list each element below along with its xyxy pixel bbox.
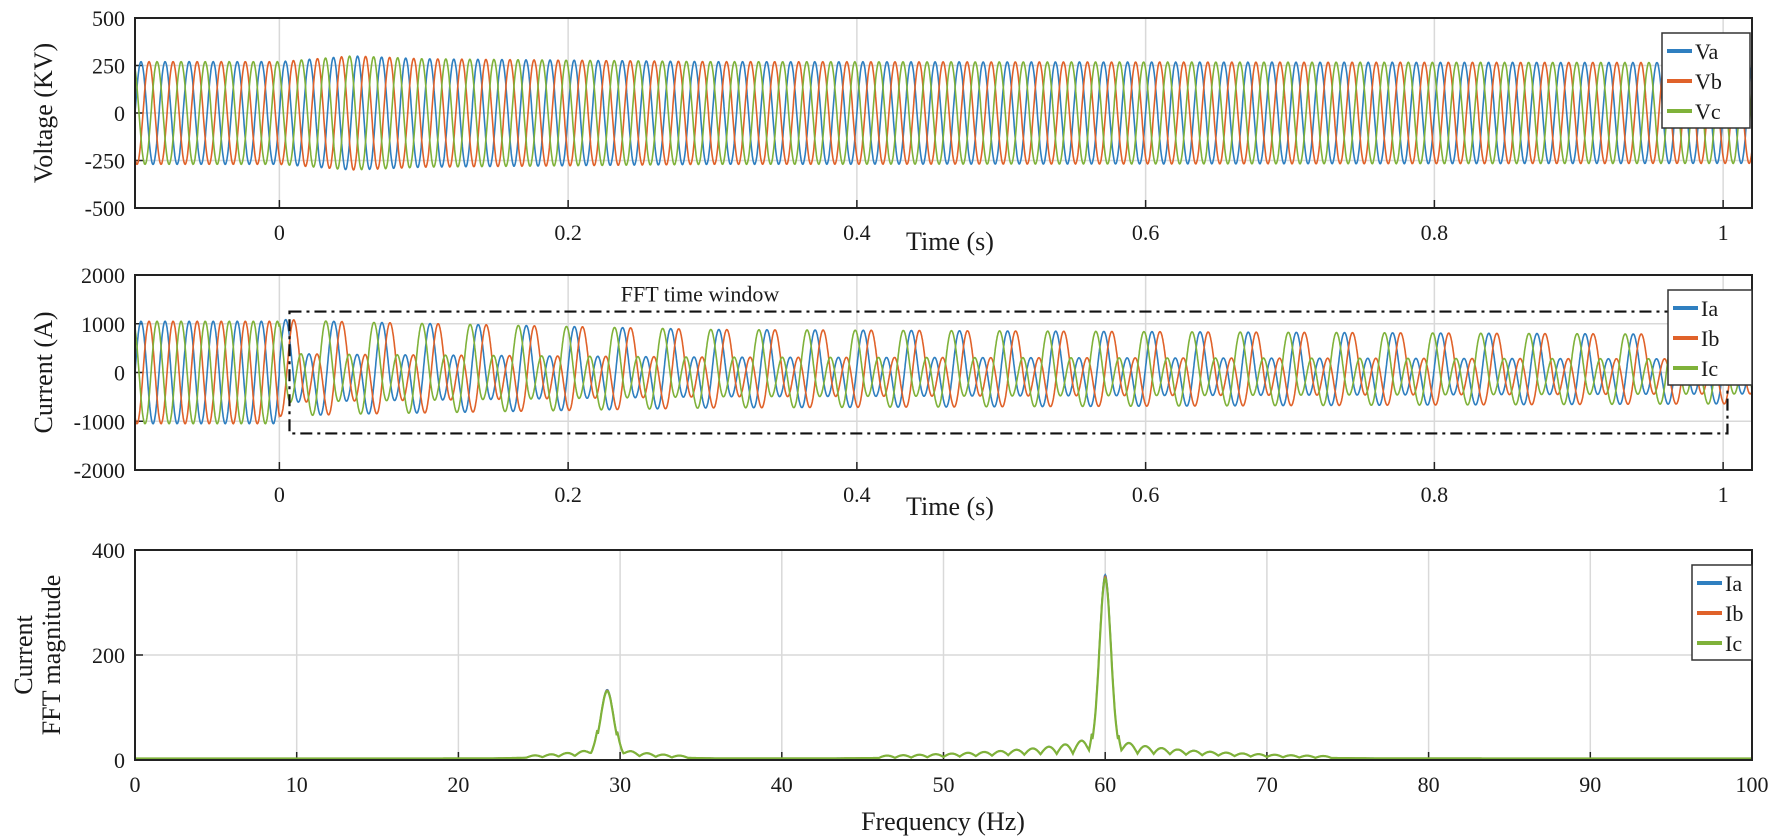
x-tick-label: 60 [1094,772,1116,797]
legend-entry: Ia [1701,296,1718,321]
x-tick-label: 70 [1256,772,1278,797]
legend-entry: Ic [1701,356,1718,381]
x-tick-label: 0.6 [1132,482,1160,507]
x-tick-label: 0.4 [843,482,871,507]
x-tick-label: 0 [274,220,285,245]
series-line-ia [135,318,1752,425]
y-tick-label: -250 [85,149,125,174]
fft-time-window-label: FFT time window [621,282,780,307]
x-axis-label: Time (s) [906,227,994,256]
x-tick-label: 0.8 [1421,220,1449,245]
y-tick-label: -1000 [74,409,125,434]
legend-1: Ia Ib Ic [1667,289,1753,386]
series-line-va [135,55,1752,171]
legend-entry: Va [1695,39,1718,64]
x-tick-label: 40 [771,772,793,797]
x-tick-label: 20 [447,772,469,797]
y-tick-label: 1000 [81,312,125,337]
legend-entry: Vb [1695,69,1722,94]
legend-entry: Ib [1725,601,1743,626]
y-tick-label: 0 [114,748,125,773]
x-tick-label: 50 [933,772,955,797]
plot-frame-0 [134,17,1753,209]
x-tick-label: 0 [274,482,285,507]
legend-entry: Ib [1701,326,1719,351]
legend-2: Ia Ib Ic [1691,564,1753,661]
x-tick-label: 0.2 [554,482,582,507]
x-tick-label: 0.6 [1132,220,1160,245]
y-axis-label: Current (A) [29,311,58,433]
y-tick-label: 0 [114,361,125,386]
x-tick-label: 80 [1418,772,1440,797]
series-line-ic [135,320,1752,425]
legend-entry: Ia [1725,571,1742,596]
x-tick-label: 0.2 [554,220,582,245]
y-tick-label: -500 [85,196,125,221]
x-tick-label: 10 [286,772,308,797]
y-axis-label: Current [9,615,38,695]
x-axis-label: Time (s) [906,492,994,521]
series-line-ic [135,576,1752,760]
y-tick-label: 500 [92,6,125,31]
y-tick-label: 0 [114,101,125,126]
x-tick-label: 90 [1579,772,1601,797]
x-tick-label: 1 [1718,482,1729,507]
x-tick-label: 30 [609,772,631,797]
series-line-vb [135,55,1752,171]
x-tick-label: 100 [1736,772,1769,797]
y-axis-label: FFT magnitude [37,575,66,736]
x-tick-label: 1 [1718,220,1729,245]
legend-entry: Vc [1695,99,1721,124]
x-axis-label: Frequency (Hz) [861,807,1025,836]
y-tick-label: 400 [92,538,125,563]
y-tick-label: 2000 [81,263,125,288]
y-tick-label: -2000 [74,458,125,483]
y-tick-label: 200 [92,643,125,668]
fft-time-window-box [288,310,1729,435]
series-line-vc [135,55,1752,171]
y-axis-label: Voltage (KV) [29,43,58,183]
x-tick-label: 0.4 [843,220,871,245]
x-tick-label: 0.8 [1421,482,1449,507]
x-tick-label: 0 [130,772,141,797]
y-tick-label: 250 [92,54,125,79]
legend-entry: Ic [1725,631,1742,656]
legend-0: Va Vb Vc [1661,32,1751,129]
